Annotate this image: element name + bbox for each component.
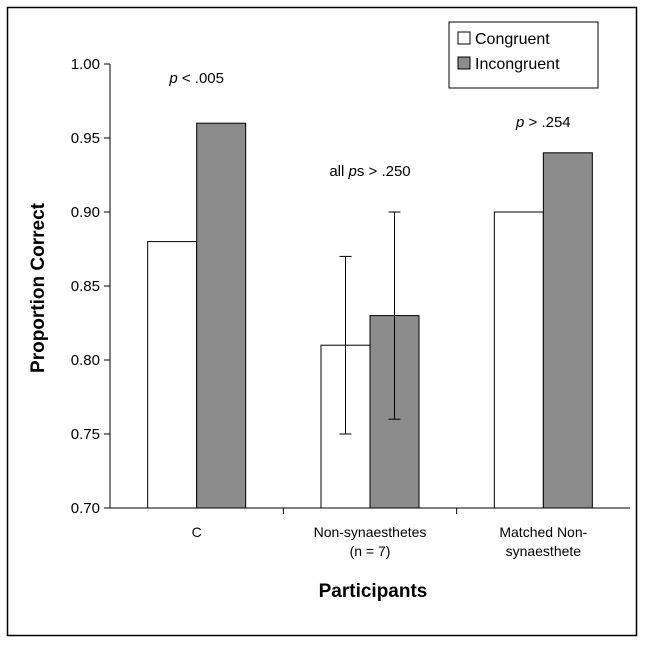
y-tick-label: 0.90 xyxy=(71,204,100,221)
significance-annotation: p > .254 xyxy=(515,114,571,131)
bar-incongruent-2 xyxy=(542,152,593,509)
y-tick-label: 0.80 xyxy=(71,352,100,369)
error-bar-incongruent-1 xyxy=(388,211,401,420)
significance-annotation: all ps > .250 xyxy=(329,163,410,180)
y-axis-title: Proportion Correct xyxy=(28,202,49,373)
legend-swatch-congruent xyxy=(457,31,471,45)
bar-congruent-2 xyxy=(493,211,544,509)
bar-congruent-0 xyxy=(147,241,198,509)
category-label: (n = 7) xyxy=(350,543,391,559)
legend-box xyxy=(448,21,599,89)
legend-label-incongruent: Incongruent xyxy=(475,56,560,73)
y-tick-label: 0.75 xyxy=(71,426,100,443)
y-tick-label: 0.95 xyxy=(71,130,100,147)
legend-label-congruent: Congruent xyxy=(475,31,550,48)
category-label: synaesthete xyxy=(506,543,582,559)
y-tick-label: 1.00 xyxy=(71,56,100,73)
legend-swatch-incongruent xyxy=(457,56,471,70)
bar-incongruent-0 xyxy=(196,122,247,509)
x-axis-title: Participants xyxy=(319,581,428,602)
category-label: Matched Non- xyxy=(499,524,587,540)
y-tick-label: 0.70 xyxy=(71,500,100,517)
error-bar-congruent-1 xyxy=(339,255,352,435)
legend: Congruent Incongruent xyxy=(448,21,599,89)
category-label: Non-synaesthetes xyxy=(314,524,427,540)
significance-annotation: p < .005 xyxy=(168,70,224,87)
category-label: C xyxy=(192,524,202,540)
y-tick-label: 0.85 xyxy=(71,278,100,295)
